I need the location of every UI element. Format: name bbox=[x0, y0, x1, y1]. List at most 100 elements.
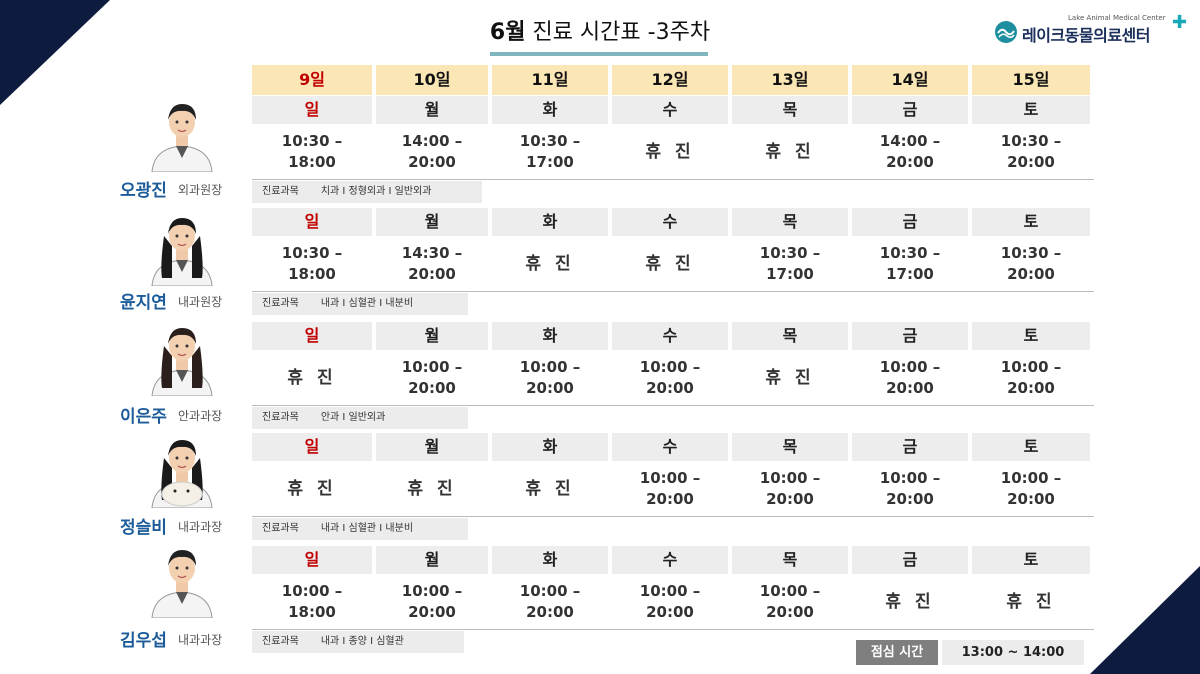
department-bar: 진료과목 내과 I 종양 I 심혈관 bbox=[252, 631, 464, 653]
weekday-cell: 토 bbox=[972, 96, 1090, 124]
weekday-cell: 토 bbox=[972, 208, 1090, 236]
weekday-cell: 수 bbox=[612, 96, 728, 124]
weekday-cell: 목 bbox=[732, 96, 848, 124]
hours-cell: 10:30 – 17:00 bbox=[759, 244, 821, 283]
hours-cell: 10:30 – 18:00 bbox=[281, 132, 343, 171]
weekday-cell: 목 bbox=[732, 546, 848, 574]
hours-cell: 10:30 – 17:00 bbox=[879, 244, 941, 283]
weekday-cell: 월 bbox=[376, 546, 488, 574]
department-value: 내과 I 심혈관 I 내분비 bbox=[320, 298, 414, 309]
department-value: 치과 I 정형외과 I 일반외과 bbox=[320, 186, 432, 197]
department-bar: 진료과목 안과 I 일반외과 bbox=[252, 407, 468, 429]
weekday-cell: 수 bbox=[612, 433, 728, 461]
department-value: 안과 I 일반외과 bbox=[320, 412, 386, 423]
hours-cell: 10:30 – 20:00 bbox=[1000, 244, 1062, 283]
department-label: 진료과목 bbox=[262, 412, 299, 423]
logo-icon bbox=[995, 21, 1017, 43]
doctor-photo bbox=[151, 104, 213, 172]
hours-cell: 10:00 – 20:00 bbox=[519, 358, 581, 397]
hours-cell: 10:00 – 20:00 bbox=[639, 358, 701, 397]
closed-cell: 휴 진 bbox=[645, 141, 695, 162]
hours-cell: 10:30 – 17:00 bbox=[519, 132, 581, 171]
hours-cell: 10:00 – 20:00 bbox=[639, 582, 701, 621]
weekday-cell: 금 bbox=[852, 433, 968, 461]
hours-cell: 10:00 – 18:00 bbox=[281, 582, 343, 621]
page-title: 6월 진료 시간표 -3주차 bbox=[430, 14, 770, 46]
weekday-cell: 토 bbox=[972, 546, 1090, 574]
closed-cell: 휴 진 bbox=[407, 478, 457, 499]
closed-cell: 휴 진 bbox=[645, 253, 695, 274]
weekday-cell: 화 bbox=[492, 433, 608, 461]
weekday-cell: 금 bbox=[852, 322, 968, 350]
title-underline bbox=[490, 52, 708, 56]
weekday-cell: 토 bbox=[972, 322, 1090, 350]
hours-cell: 10:00 – 20:00 bbox=[1000, 358, 1062, 397]
logo-plus-icon: ✚ bbox=[1172, 12, 1188, 33]
department-value: 내과 I 심혈관 I 내분비 bbox=[320, 523, 414, 534]
closed-cell: 휴 진 bbox=[287, 478, 337, 499]
hours-cell: 10:00 – 20:00 bbox=[519, 582, 581, 621]
weekday-cell: 목 bbox=[732, 322, 848, 350]
date-header-2: 11일 bbox=[492, 65, 608, 95]
corner-decoration-top-left bbox=[0, 0, 110, 105]
hours-cell: 10:00 – 20:00 bbox=[401, 358, 463, 397]
weekday-cell: 금 bbox=[852, 546, 968, 574]
hours-cell: 10:00 – 20:00 bbox=[1000, 469, 1062, 508]
weekday-cell: 화 bbox=[492, 546, 608, 574]
weekday-cell: 금 bbox=[852, 208, 968, 236]
doctor-name: 윤지연 bbox=[120, 293, 167, 313]
corner-decoration-bottom-right bbox=[1090, 566, 1200, 674]
weekday-cell: 월 bbox=[376, 322, 488, 350]
closed-cell: 휴 진 bbox=[525, 478, 575, 499]
weekday-cell: 목 bbox=[732, 208, 848, 236]
hours-cell: 10:00 – 20:00 bbox=[759, 582, 821, 621]
weekday-cell: 일 bbox=[252, 546, 372, 574]
hours-cell: 10:00 – 20:00 bbox=[879, 358, 941, 397]
weekday-cell: 월 bbox=[376, 208, 488, 236]
doctor-photo bbox=[151, 440, 213, 508]
weekday-cell: 일 bbox=[252, 322, 372, 350]
doctor-name: 오광진 bbox=[120, 181, 167, 201]
row-divider bbox=[252, 405, 1094, 406]
department-label: 진료과목 bbox=[262, 636, 299, 647]
hours-cell: 14:00 – 20:00 bbox=[879, 132, 941, 171]
closed-cell: 휴 진 bbox=[1006, 591, 1056, 612]
row-divider bbox=[252, 516, 1094, 517]
weekday-cell: 화 bbox=[492, 322, 608, 350]
weekday-cell: 일 bbox=[252, 96, 372, 124]
closed-cell: 휴 진 bbox=[765, 367, 815, 388]
department-label: 진료과목 bbox=[262, 186, 299, 197]
department-bar: 진료과목 내과 I 심혈관 I 내분비 bbox=[252, 518, 468, 540]
hours-cell: 10:00 – 20:00 bbox=[759, 469, 821, 508]
doctor-photo bbox=[151, 328, 213, 396]
doctor-name: 김우섭 bbox=[120, 631, 167, 651]
closed-cell: 휴 진 bbox=[287, 367, 337, 388]
weekday-cell: 수 bbox=[612, 208, 728, 236]
date-header-3: 12일 bbox=[612, 65, 728, 95]
lunch-time: 13:00 ~ 14:00 bbox=[942, 640, 1084, 665]
doctor-role: 내과과장 bbox=[178, 633, 223, 647]
department-label: 진료과목 bbox=[262, 523, 299, 534]
date-header-6: 15일 bbox=[972, 65, 1090, 95]
hours-cell: 10:00 – 20:00 bbox=[639, 469, 701, 508]
hours-cell: 10:00 – 20:00 bbox=[879, 469, 941, 508]
doctor-photo bbox=[151, 550, 213, 618]
hours-cell: 10:30 – 20:00 bbox=[1000, 132, 1062, 171]
logo-subtitle: Lake Animal Medical Center bbox=[1068, 14, 1166, 22]
weekday-cell: 수 bbox=[612, 322, 728, 350]
hours-cell: 14:30 – 20:00 bbox=[401, 244, 463, 283]
row-divider bbox=[252, 179, 1094, 180]
doctor-photo bbox=[151, 218, 213, 286]
weekday-cell: 월 bbox=[376, 96, 488, 124]
weekday-cell: 금 bbox=[852, 96, 968, 124]
date-header-0: 9일 bbox=[252, 65, 372, 95]
doctor-name: 이은주 bbox=[120, 407, 167, 427]
weekday-cell: 수 bbox=[612, 546, 728, 574]
closed-cell: 휴 진 bbox=[765, 141, 815, 162]
date-header-4: 13일 bbox=[732, 65, 848, 95]
weekday-cell: 일 bbox=[252, 433, 372, 461]
row-divider bbox=[252, 629, 1094, 630]
department-value: 내과 I 종양 I 심혈관 bbox=[320, 636, 404, 647]
closed-cell: 휴 진 bbox=[885, 591, 935, 612]
weekday-cell: 월 bbox=[376, 433, 488, 461]
